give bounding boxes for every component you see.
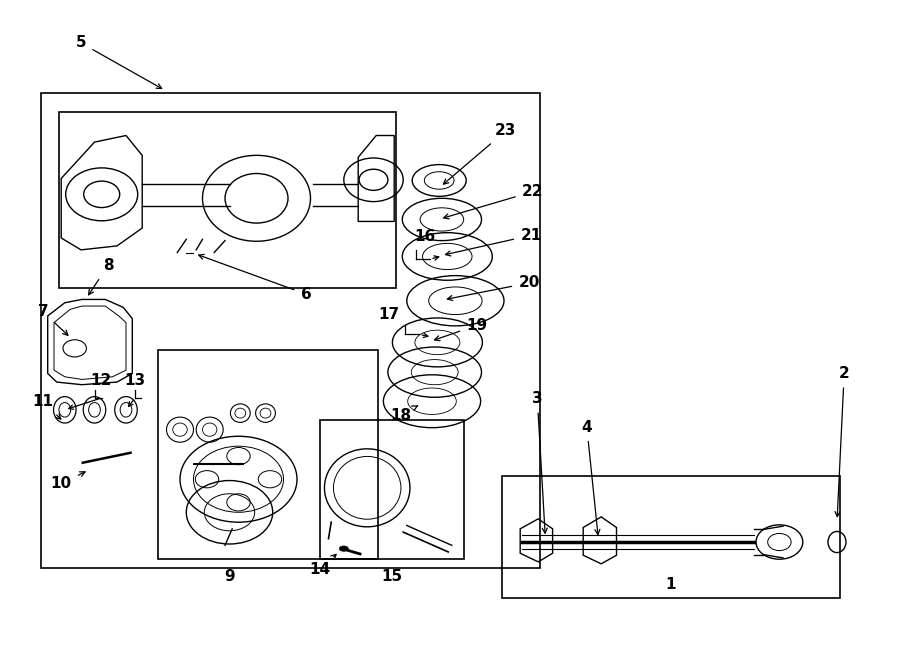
Bar xyxy=(502,476,840,598)
Text: 8: 8 xyxy=(88,258,113,295)
Ellipse shape xyxy=(339,546,348,551)
Text: 15: 15 xyxy=(381,569,402,584)
Text: 21: 21 xyxy=(446,228,542,256)
Text: 11: 11 xyxy=(32,395,61,419)
Bar xyxy=(58,112,396,288)
Text: 3: 3 xyxy=(532,391,547,533)
Text: 17: 17 xyxy=(378,307,400,322)
Text: 10: 10 xyxy=(50,472,85,491)
Text: 13: 13 xyxy=(124,373,146,388)
Text: 7: 7 xyxy=(38,305,68,335)
Bar xyxy=(158,350,378,559)
Text: 5: 5 xyxy=(76,36,162,89)
Text: 16: 16 xyxy=(414,229,436,245)
Text: 20: 20 xyxy=(447,276,540,301)
Text: 12: 12 xyxy=(90,373,112,388)
Bar xyxy=(320,420,464,559)
Text: 19: 19 xyxy=(435,318,488,340)
Text: 23: 23 xyxy=(444,124,517,184)
Text: 18: 18 xyxy=(390,406,418,422)
Text: 6: 6 xyxy=(199,254,311,301)
Text: 9: 9 xyxy=(224,569,235,584)
Text: 22: 22 xyxy=(444,184,544,219)
Text: 2: 2 xyxy=(835,366,850,517)
Text: 4: 4 xyxy=(581,420,600,535)
Bar xyxy=(40,93,540,568)
Text: 1: 1 xyxy=(665,578,676,592)
Text: 14: 14 xyxy=(309,555,336,577)
